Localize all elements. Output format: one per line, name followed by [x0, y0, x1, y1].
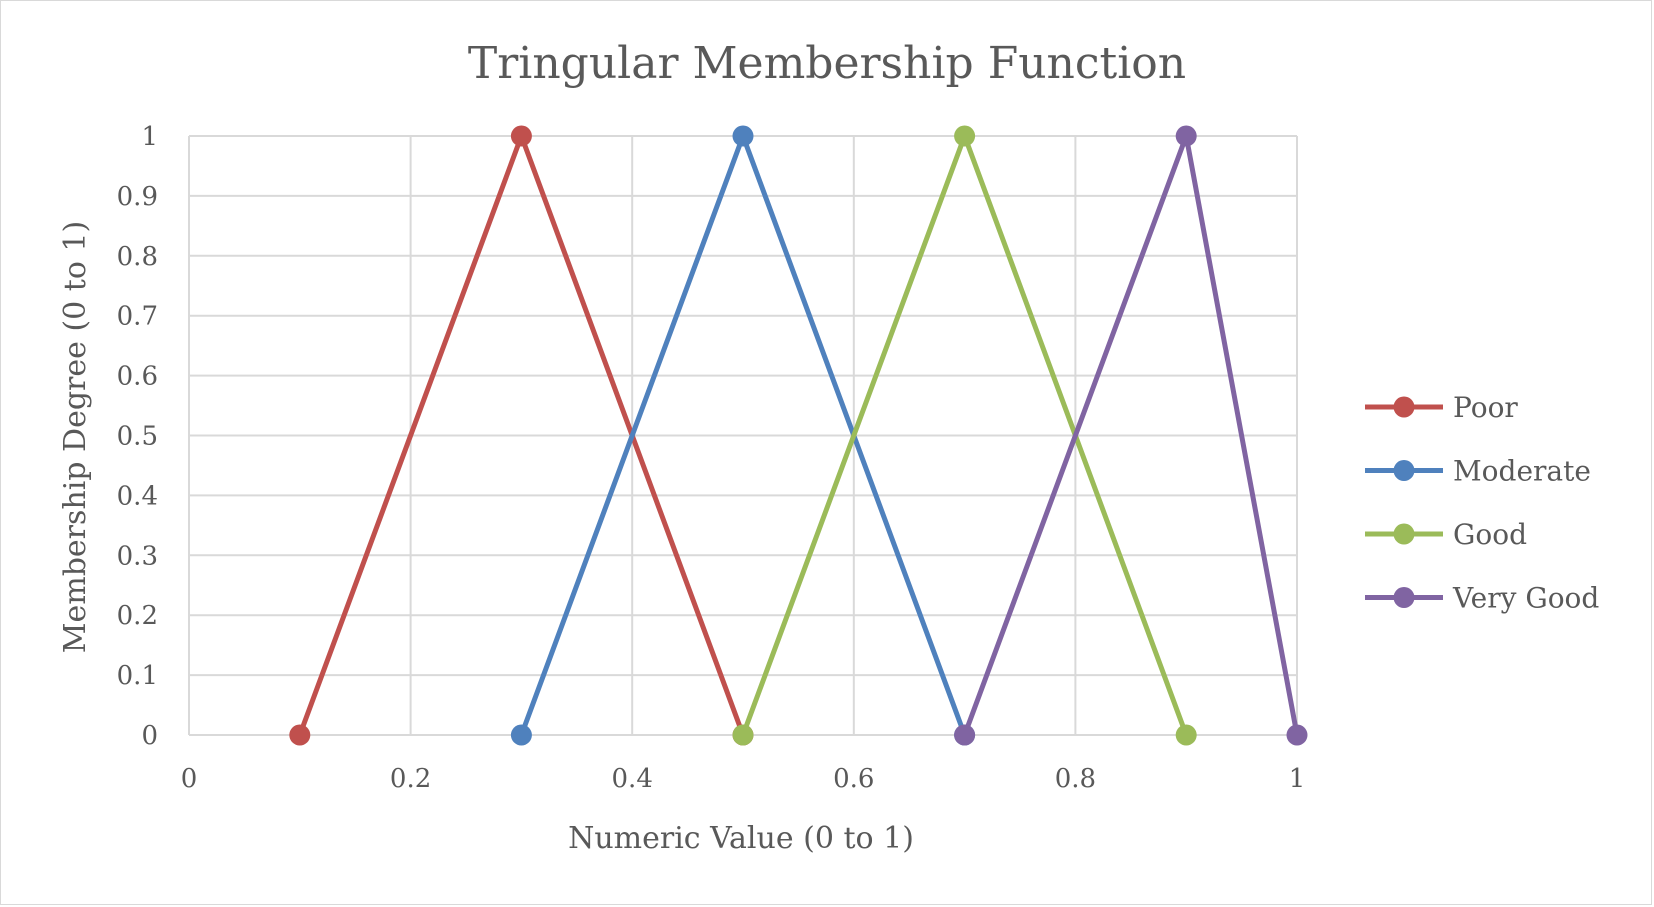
x-tick-label: 0	[181, 764, 198, 794]
x-tick-label: 1	[1289, 764, 1306, 794]
y-tick-label: 0.2	[117, 601, 158, 631]
series-good	[732, 125, 1197, 746]
y-tick-label: 0	[141, 721, 158, 751]
legend-swatch-marker	[1393, 523, 1415, 545]
legend-item-poor: Poor	[1365, 391, 1518, 424]
legend-label: Moderate	[1453, 455, 1591, 488]
x-axis-ticks: 0 0.2 0.4 0.6 0.8 1	[181, 764, 1306, 794]
legend-item-moderate: Moderate	[1365, 455, 1591, 488]
x-tick-label: 0.8	[1055, 764, 1096, 794]
legend-item-good: Good	[1365, 518, 1527, 551]
legend-swatch-marker	[1393, 460, 1415, 481]
legend-label: Very Good	[1452, 582, 1599, 615]
x-tick-label: 0.6	[833, 764, 874, 794]
data-point-good	[954, 125, 976, 147]
legend-swatch-marker	[1393, 396, 1415, 418]
series-layer	[289, 125, 1308, 746]
series-very-good	[954, 125, 1308, 746]
x-axis-title: Numeric Value (0 to 1)	[568, 821, 914, 856]
y-tick-label: 0.9	[117, 182, 158, 212]
data-point-poor	[510, 125, 532, 147]
y-tick-label: 0.6	[117, 362, 158, 392]
y-axis-title: Membership Degree (0 to 1)	[58, 221, 93, 653]
y-tick-label: 0.5	[117, 422, 158, 452]
data-point-moderate	[510, 724, 532, 746]
y-tick-label: 0.8	[117, 242, 158, 272]
legend-label: Good	[1453, 518, 1527, 551]
legend-item-very-good: Very Good	[1365, 582, 1599, 615]
data-point-good	[1175, 724, 1197, 746]
y-tick-label: 0.4	[117, 481, 158, 511]
data-point-very-good	[1286, 724, 1308, 746]
data-point-moderate	[732, 125, 754, 147]
data-point-very-good	[1175, 125, 1197, 147]
data-point-good	[732, 724, 754, 746]
x-tick-label: 0.2	[390, 764, 431, 794]
data-point-very-good	[954, 724, 976, 746]
y-tick-label: 0.1	[117, 661, 158, 691]
y-tick-label: 1	[141, 122, 158, 152]
legend-label: Poor	[1453, 391, 1518, 424]
y-tick-label: 0.7	[117, 302, 158, 332]
legend: Poor Moderate Good Very Good	[1365, 391, 1599, 615]
y-axis-ticks: 0 0.1 0.2 0.3 0.4 0.5 0.6 0.7 0.8 0.9 1	[117, 122, 158, 751]
gridlines	[188, 135, 1298, 736]
legend-swatch-marker	[1393, 587, 1415, 608]
chart-title: Tringular Membership Function	[468, 38, 1186, 89]
x-tick-label: 0.4	[612, 764, 653, 794]
data-point-poor	[289, 724, 311, 746]
y-tick-label: 0.3	[117, 541, 158, 571]
